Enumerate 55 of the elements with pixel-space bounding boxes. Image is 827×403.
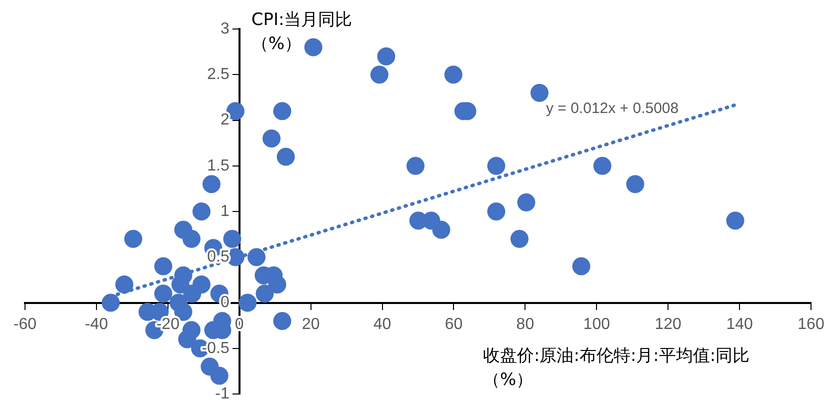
y-tick-label: 2 bbox=[220, 112, 230, 129]
point bbox=[210, 366, 228, 385]
y-tick-label: 2.5 bbox=[207, 66, 230, 84]
y-tick-label: 1.5 bbox=[207, 157, 230, 174]
y-tick-label: 3 bbox=[220, 20, 230, 38]
x-tick-label: 160 bbox=[798, 316, 824, 334]
x-tick-label: -40 bbox=[84, 316, 108, 334]
x-tick-label: 100 bbox=[583, 316, 610, 334]
point bbox=[102, 294, 120, 312]
point bbox=[248, 248, 266, 266]
point bbox=[530, 84, 548, 102]
annotation: y = 0.012x + 0.5008 bbox=[546, 100, 679, 117]
point bbox=[726, 212, 744, 230]
point bbox=[154, 257, 172, 276]
point bbox=[432, 220, 450, 239]
point bbox=[406, 156, 424, 175]
point bbox=[256, 284, 274, 303]
y-axis-title: CPI:当月同比（%） bbox=[251, 9, 354, 56]
point bbox=[262, 130, 281, 148]
x-tick-label: 140 bbox=[726, 316, 753, 334]
point bbox=[124, 230, 142, 248]
point bbox=[154, 284, 172, 303]
x-tick-label: 20 bbox=[302, 316, 320, 334]
point bbox=[370, 66, 388, 84]
point bbox=[377, 47, 396, 66]
point bbox=[273, 102, 292, 120]
point bbox=[593, 156, 612, 175]
x-tick-label: 60 bbox=[444, 316, 463, 334]
point bbox=[304, 38, 322, 56]
x-tick-label: 40 bbox=[373, 316, 392, 334]
point bbox=[572, 257, 590, 276]
point bbox=[268, 276, 286, 294]
point bbox=[626, 175, 644, 194]
y-tick-label: -1 bbox=[215, 385, 230, 402]
point bbox=[510, 230, 528, 248]
point bbox=[276, 148, 295, 166]
x-axis-title: 收盘价:原油:布伦特:月:平均值:同比（%） bbox=[483, 345, 751, 392]
x-tick-label: -60 bbox=[13, 316, 37, 334]
point bbox=[223, 230, 242, 248]
x-tick-label: 80 bbox=[516, 316, 534, 334]
point bbox=[517, 193, 536, 212]
point bbox=[487, 156, 506, 175]
point bbox=[192, 202, 210, 220]
point bbox=[178, 330, 196, 348]
point bbox=[273, 312, 292, 330]
point bbox=[192, 276, 210, 294]
point bbox=[238, 294, 257, 312]
x-tick-label: 120 bbox=[654, 316, 682, 334]
point bbox=[171, 276, 190, 294]
y-tick-label: 1 bbox=[220, 202, 230, 220]
point bbox=[182, 230, 200, 248]
point bbox=[115, 276, 134, 294]
point bbox=[202, 175, 220, 194]
point bbox=[487, 202, 506, 220]
point bbox=[444, 66, 462, 84]
